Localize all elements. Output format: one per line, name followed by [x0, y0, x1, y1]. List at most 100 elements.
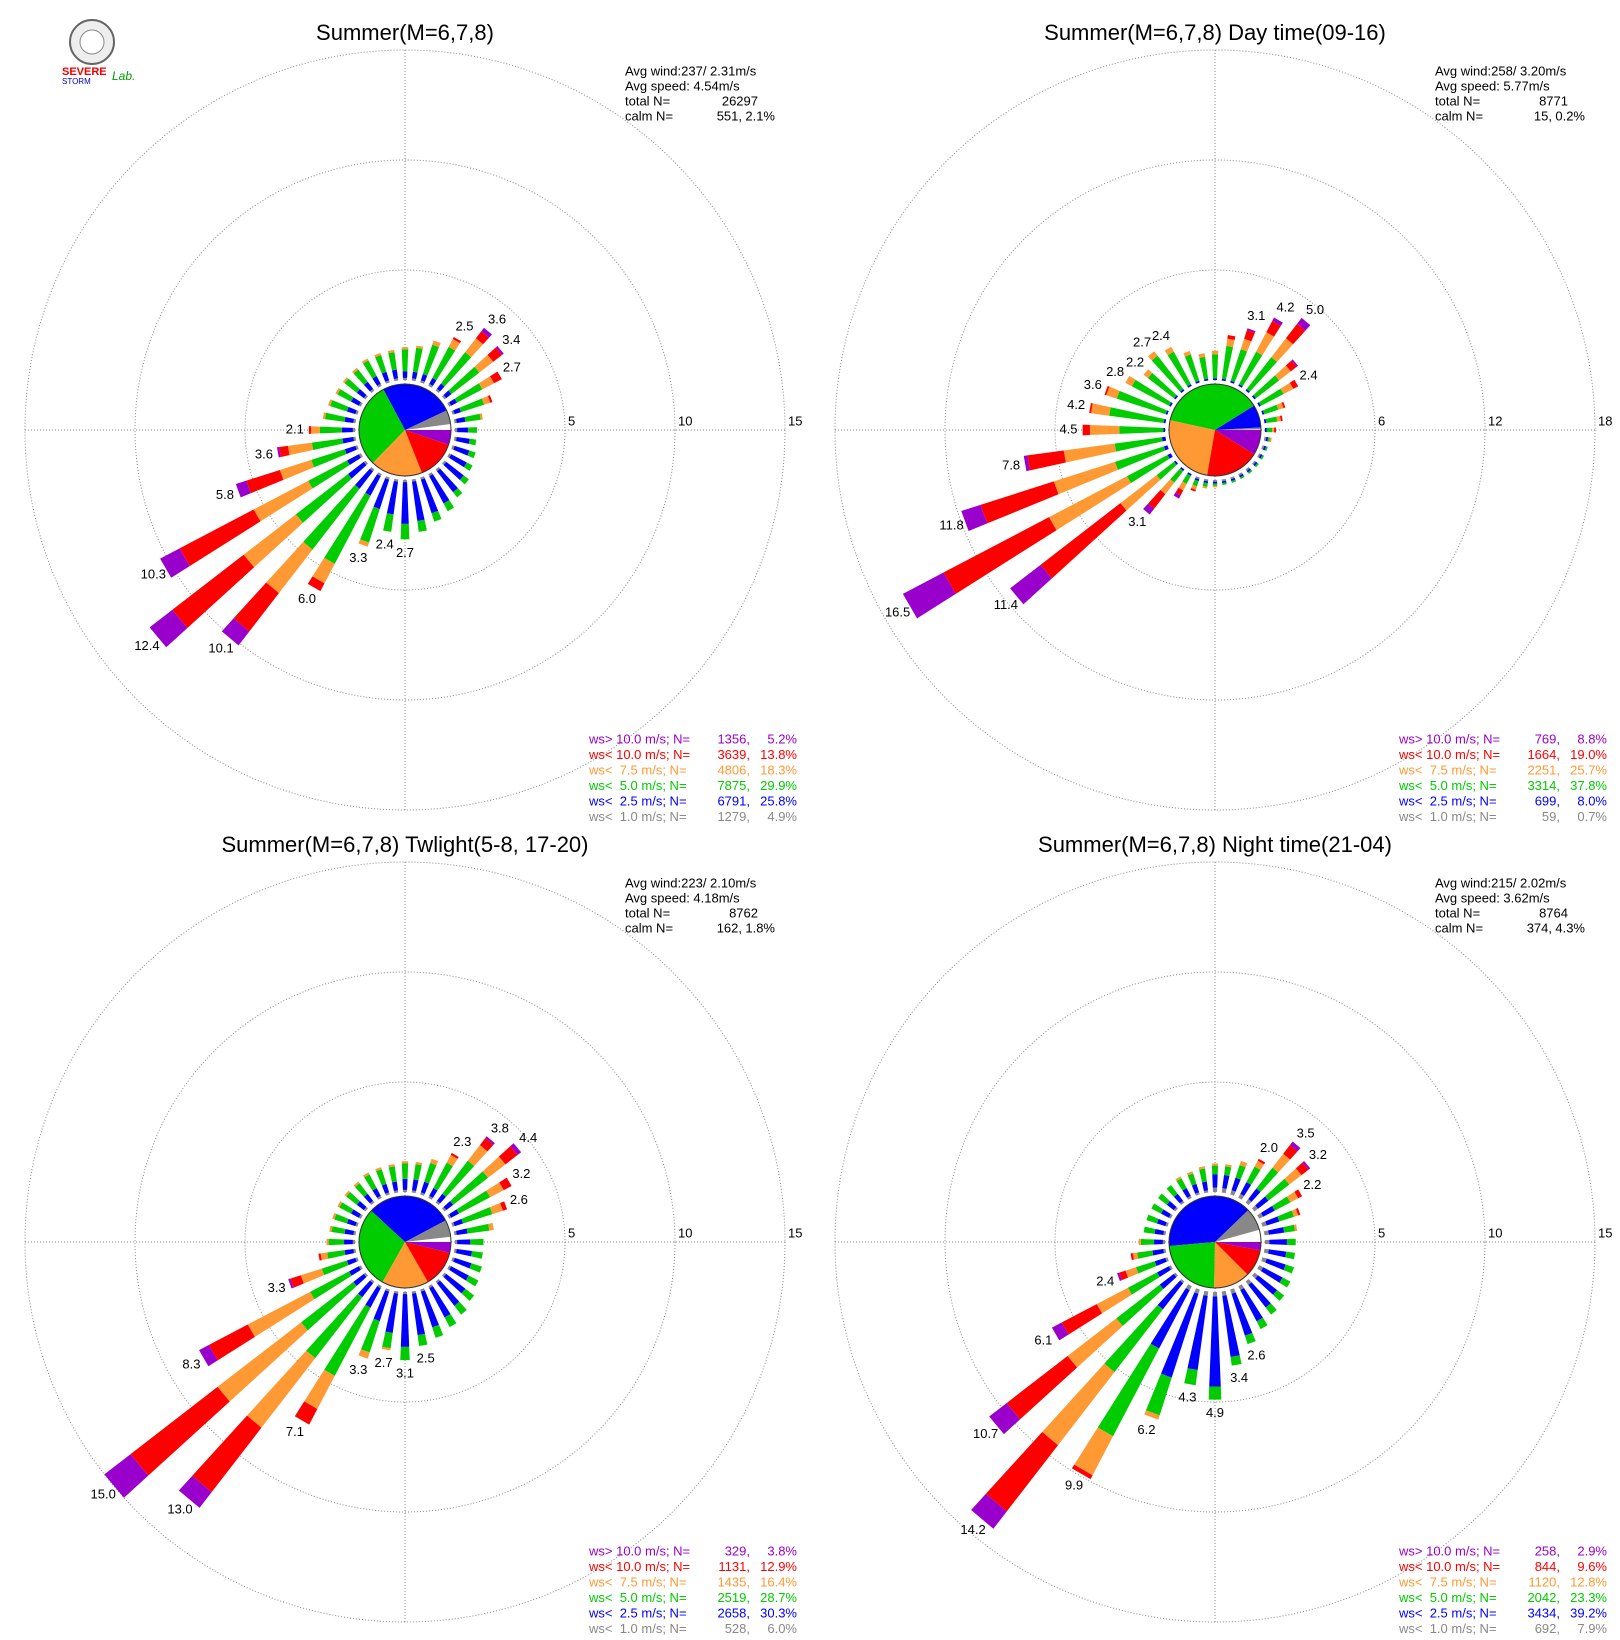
stat-total-n: 26297 [722, 93, 758, 108]
bar-total-label: 13.0 [167, 1502, 192, 1517]
bar-total-label: 4.2 [1067, 397, 1085, 412]
bar-segment [324, 412, 346, 422]
bar-segment [428, 383, 433, 388]
legend-percent: 19.0% [1570, 747, 1607, 762]
bar-segment [1279, 415, 1283, 422]
stat-calm-n: 162, [717, 920, 742, 935]
bar-segment [1263, 418, 1267, 424]
bar-segment [449, 454, 467, 468]
bar-segment [422, 344, 439, 376]
bar-segment [1248, 1282, 1271, 1308]
bar-segment [1246, 328, 1256, 333]
bar-segment [1199, 356, 1209, 380]
bar-segment [355, 410, 359, 415]
bar-segment [1131, 379, 1172, 406]
bar-segment [468, 438, 477, 446]
bar-segment [1211, 1163, 1219, 1166]
bar-total-label: 2.6 [1247, 1347, 1265, 1362]
pie-slice [1215, 1210, 1260, 1242]
bar-segment [1211, 1165, 1219, 1175]
bar-segment [495, 346, 504, 356]
bar-total-label: 3.3 [349, 1362, 367, 1377]
bar-segment [479, 1138, 494, 1152]
legend-count: 1279, [717, 809, 750, 824]
bar-segment [1251, 1205, 1259, 1212]
bar-segment [363, 1206, 369, 1212]
bar-segment [1245, 1278, 1252, 1286]
bar-segment [441, 1272, 447, 1278]
bar-segment [447, 1214, 452, 1219]
ring [834, 861, 1596, 1623]
chart-title: Summer(M=6,7,8) Day time(09-16) [1044, 20, 1386, 45]
bar-segment [487, 347, 502, 362]
bar-segment [1212, 1174, 1218, 1188]
bar-segment [464, 413, 481, 422]
bar-segment [428, 1195, 433, 1200]
bar-total-label: 7.1 [286, 1424, 304, 1439]
bar-total-label: 2.7 [503, 360, 521, 375]
bar-segment [1239, 475, 1245, 480]
bar-segment [1157, 1266, 1171, 1277]
legend-count: 3314, [1527, 778, 1560, 793]
bar-segment [358, 453, 363, 458]
bar-segment [451, 445, 455, 450]
legend-percent: 29.9% [760, 778, 797, 793]
ring-label: 15 [788, 1225, 802, 1240]
bar-segment [341, 427, 353, 433]
bar-segment [1202, 486, 1208, 489]
bar-segment [328, 399, 333, 407]
bar-segment [1222, 1175, 1230, 1189]
stat-avg-speed: Avg speed: 4.54m/s [625, 78, 740, 93]
bar-segment [1151, 355, 1184, 392]
legend-label: ws< 1.0 m/s; N= [1398, 809, 1497, 824]
legend-label: ws< 5.0 m/s; N= [1398, 1590, 1497, 1605]
bar-segment [388, 352, 397, 371]
bar-segment [1160, 1292, 1199, 1378]
bar-segment [1090, 403, 1111, 416]
legend-label: ws< 2.5 m/s; N= [1398, 793, 1497, 808]
bar-segment [324, 492, 371, 564]
bar-segment [456, 417, 466, 424]
bar-segment [1053, 461, 1118, 495]
bar-segment [346, 1257, 357, 1266]
bar-segment [1274, 427, 1276, 433]
logo-text: SEVERE [62, 66, 107, 78]
bar-total-label: 6.2 [1137, 1422, 1155, 1437]
bar-segment [400, 1294, 410, 1347]
legend-label: ws< 1.0 m/s; N= [588, 809, 687, 824]
bar-segment [453, 407, 462, 415]
bar-segment [402, 1189, 408, 1193]
bar-segment [465, 1275, 479, 1287]
bar-segment [1227, 335, 1236, 340]
bar-segment [1211, 350, 1219, 355]
pie-slice [405, 430, 451, 445]
bar-segment [1195, 1192, 1200, 1196]
pie-slice [383, 383, 447, 430]
ring-label: 15 [1598, 1225, 1612, 1240]
bar-segment [1104, 1305, 1163, 1373]
bar-segment [412, 347, 423, 373]
bar-segment [1195, 380, 1200, 384]
bar-segment [330, 400, 349, 412]
bar-segment [1221, 345, 1234, 380]
bar-segment [287, 442, 314, 456]
bar-segment [363, 1193, 374, 1204]
pie-slice [1215, 429, 1262, 430]
bar-segment [454, 383, 483, 403]
stat-avg-wind: Avg wind:223/ 2.10m/s [625, 875, 757, 890]
bar-segment [353, 418, 357, 424]
bar-segment [308, 426, 312, 434]
bar-segment [1251, 395, 1257, 400]
bar-segment [441, 1206, 447, 1212]
bar-segment [1267, 437, 1270, 442]
bar-segment [1191, 1183, 1200, 1194]
bar-segment [435, 1278, 441, 1284]
bar-segment [1239, 351, 1263, 387]
bar-segment [358, 539, 370, 547]
bar-segment [1257, 1212, 1264, 1219]
bar-segment [1212, 481, 1218, 484]
legend-label: ws< 2.5 m/s; N= [1398, 1605, 1497, 1620]
chart-title: Summer(M=6,7,8) [316, 20, 494, 45]
bar-segment [342, 377, 349, 384]
legend-percent: 0.7% [1577, 809, 1607, 824]
